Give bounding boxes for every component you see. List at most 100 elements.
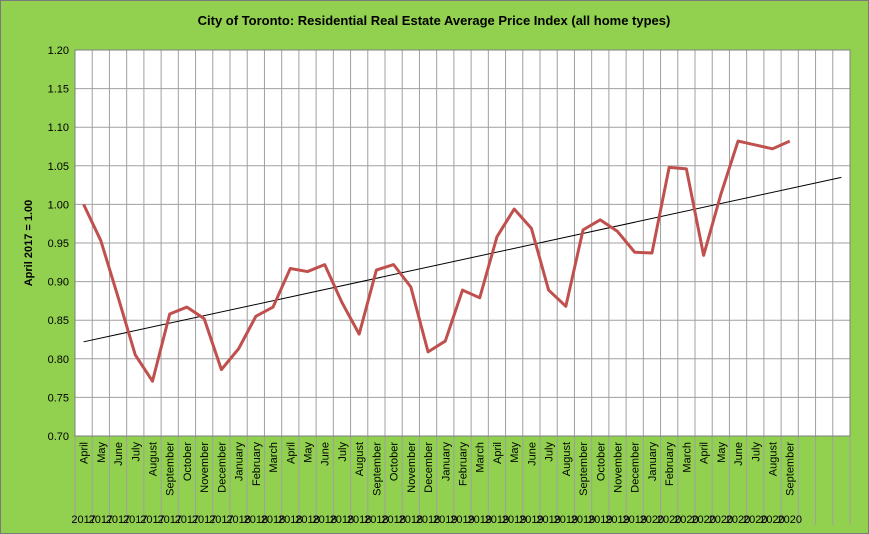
x-tick-year: 2017: [71, 514, 95, 526]
x-tick-year: 2017: [89, 514, 113, 526]
x-tick-year: 2020: [640, 514, 664, 526]
x-tick-year: 2018: [278, 514, 302, 526]
x-tick-year: 2020: [674, 514, 698, 526]
x-tick-year: 2019: [485, 514, 509, 526]
x-tick-label: October: [389, 442, 401, 481]
x-tick-year: 2020: [691, 514, 715, 526]
x-tick-label: December: [216, 442, 228, 493]
x-tick-year: 2017: [175, 514, 199, 526]
x-tick-year: 2018: [364, 514, 388, 526]
x-tick-year: 2017: [123, 514, 147, 526]
x-tick-year: 2018: [312, 514, 336, 526]
chart-title: City of Toronto: Residential Real Estate…: [198, 13, 671, 28]
x-tick-year: 2018: [347, 514, 371, 526]
x-tick-year: 2020: [657, 514, 681, 526]
x-tick-label: August: [354, 442, 366, 476]
x-tick-label: September: [165, 442, 177, 496]
x-tick-year: 2018: [416, 514, 440, 526]
x-tick-label: March: [268, 442, 280, 473]
x-tick-year: 2019: [433, 514, 457, 526]
x-tick-label: January: [647, 442, 659, 482]
x-tick-year: 2017: [140, 514, 164, 526]
y-tick-label: 0.75: [48, 392, 69, 404]
x-tick-label: June: [113, 442, 125, 466]
x-tick-label: April: [699, 442, 711, 464]
y-tick-label: 1.20: [48, 45, 69, 57]
x-tick-label: July: [130, 442, 142, 462]
x-tick-year: 2019: [536, 514, 560, 526]
x-tick-year: 2019: [571, 514, 595, 526]
x-tick-label: October: [182, 442, 194, 481]
x-tick-label: May: [716, 442, 728, 463]
x-tick-year: 2018: [261, 514, 285, 526]
x-tick-year: 2019: [605, 514, 629, 526]
x-tick-label: May: [303, 442, 315, 463]
x-tick-label: June: [526, 442, 538, 466]
y-tick-label: 0.95: [48, 238, 69, 250]
x-tick-label: February: [458, 442, 470, 487]
x-tick-label: November: [199, 442, 211, 493]
y-tick-label: 1.10: [48, 122, 69, 134]
x-tick-year: 2019: [450, 514, 474, 526]
x-tick-label: August: [768, 442, 780, 476]
x-tick-label: August: [561, 442, 573, 476]
plot-border: [74, 49, 851, 437]
x-tick-label: September: [785, 442, 797, 496]
y-tick-label: 1.15: [48, 84, 69, 96]
x-tick-label: May: [509, 442, 521, 463]
x-tick-label: April: [79, 442, 91, 464]
x-tick-label: April: [492, 442, 504, 464]
x-tick-label: June: [733, 442, 745, 466]
x-tick-label: June: [320, 442, 332, 466]
y-axis-label: April 2017 = 1.00: [23, 200, 35, 287]
x-tick-year: 2020: [743, 514, 767, 526]
x-tick-year: 2020: [760, 514, 784, 526]
x-tick-label: November: [406, 442, 418, 493]
x-tick-year: 2018: [244, 514, 268, 526]
x-tick-label: March: [475, 442, 487, 473]
x-tick-label: August: [148, 442, 160, 476]
x-tick-year: 2020: [709, 514, 733, 526]
x-tick-year: 2018: [295, 514, 319, 526]
x-tick-year: 2020: [726, 514, 750, 526]
x-tick-year: 2018: [226, 514, 250, 526]
x-tick-label: July: [544, 442, 556, 462]
y-tick-label: 0.80: [48, 354, 69, 366]
x-tick-label: May: [96, 442, 108, 463]
x-tick-year: 2019: [554, 514, 578, 526]
x-tick-year: 2018: [381, 514, 405, 526]
y-tick-label: 1.05: [48, 161, 69, 173]
y-tick-label: 0.90: [48, 277, 69, 289]
x-tick-year: 2017: [209, 514, 233, 526]
x-tick-label: January: [440, 442, 452, 482]
x-tick-label: April: [285, 442, 297, 464]
x-tick-label: October: [595, 442, 607, 481]
x-tick-year: 2019: [622, 514, 646, 526]
x-tick-year: 2018: [399, 514, 423, 526]
x-tick-year: 2017: [106, 514, 130, 526]
x-tick-year: 2019: [588, 514, 612, 526]
x-tick-year: 2020: [777, 514, 801, 526]
x-tick-label: December: [423, 442, 435, 493]
x-tick-label: July: [750, 442, 762, 462]
x-tick-year: 2019: [502, 514, 526, 526]
x-tick-label: February: [251, 442, 263, 487]
x-tick-year: 2017: [192, 514, 216, 526]
x-tick-year: 2019: [467, 514, 491, 526]
x-tick-year: 2019: [519, 514, 543, 526]
x-tick-label: December: [630, 442, 642, 493]
x-tick-label: September: [371, 442, 383, 496]
x-tick-label: February: [664, 442, 676, 487]
x-tick-label: March: [681, 442, 693, 473]
x-tick-label: September: [578, 442, 590, 496]
x-tick-year: 2017: [157, 514, 181, 526]
y-tick-label: 1.00: [48, 199, 69, 211]
y-tick-label: 0.70: [48, 431, 69, 443]
data-line: [82, 139, 791, 383]
x-tick-label: November: [613, 442, 625, 493]
trendline: [83, 176, 842, 343]
x-tick-label: January: [234, 442, 246, 482]
x-tick-year: 2018: [330, 514, 354, 526]
y-tick-label: 0.85: [48, 315, 69, 327]
